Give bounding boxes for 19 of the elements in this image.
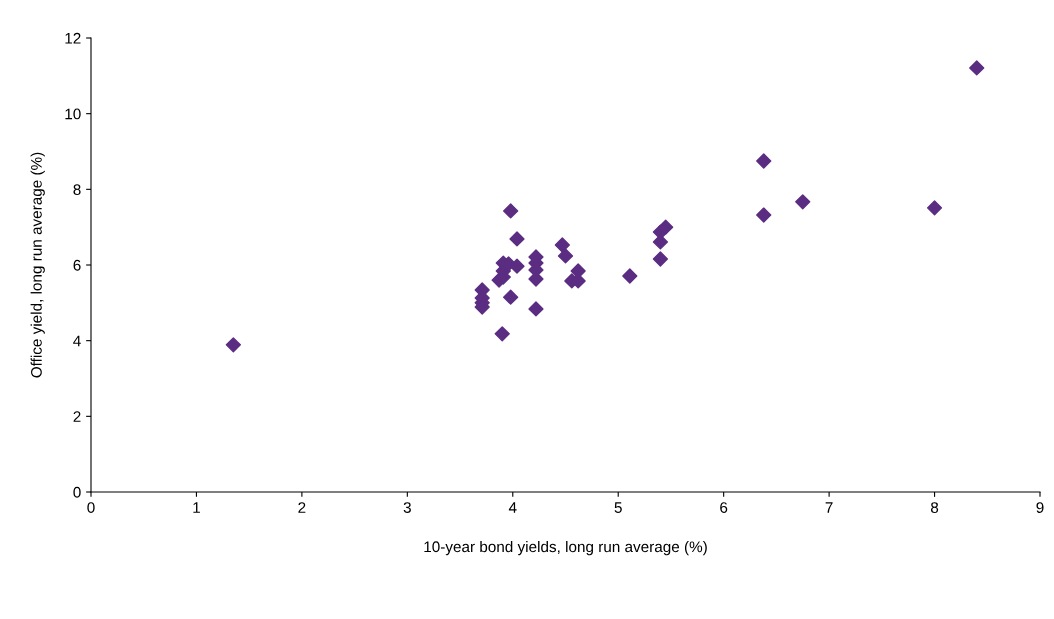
y-tick-label: 10	[65, 108, 81, 120]
y-tick-label: 6	[73, 259, 81, 271]
y-tick-label: 4	[73, 335, 81, 347]
x-tick-label: 5	[614, 502, 622, 513]
x-axis-title: 10-year bond yields, long run average (%)	[424, 540, 707, 556]
y-tick-label: 0	[73, 486, 81, 498]
x-tick-label: 7	[825, 502, 833, 513]
x-tick-label: 1	[193, 502, 200, 513]
x-tick-label: 6	[720, 502, 728, 513]
y-tick-label: 8	[73, 184, 81, 196]
x-tick-label: 0	[87, 502, 95, 513]
x-tick-label: 9	[1036, 502, 1044, 513]
y-tick-label: 2	[73, 411, 81, 422]
x-tick-label: 2	[298, 502, 306, 513]
x-tick-label: 3	[403, 502, 411, 513]
y-tick-label: 12	[65, 32, 81, 44]
x-tick-label: 4	[508, 502, 517, 513]
y-axis-title: Office yield, long run average (%)	[30, 152, 45, 378]
x-tick-label: 8	[930, 502, 939, 513]
